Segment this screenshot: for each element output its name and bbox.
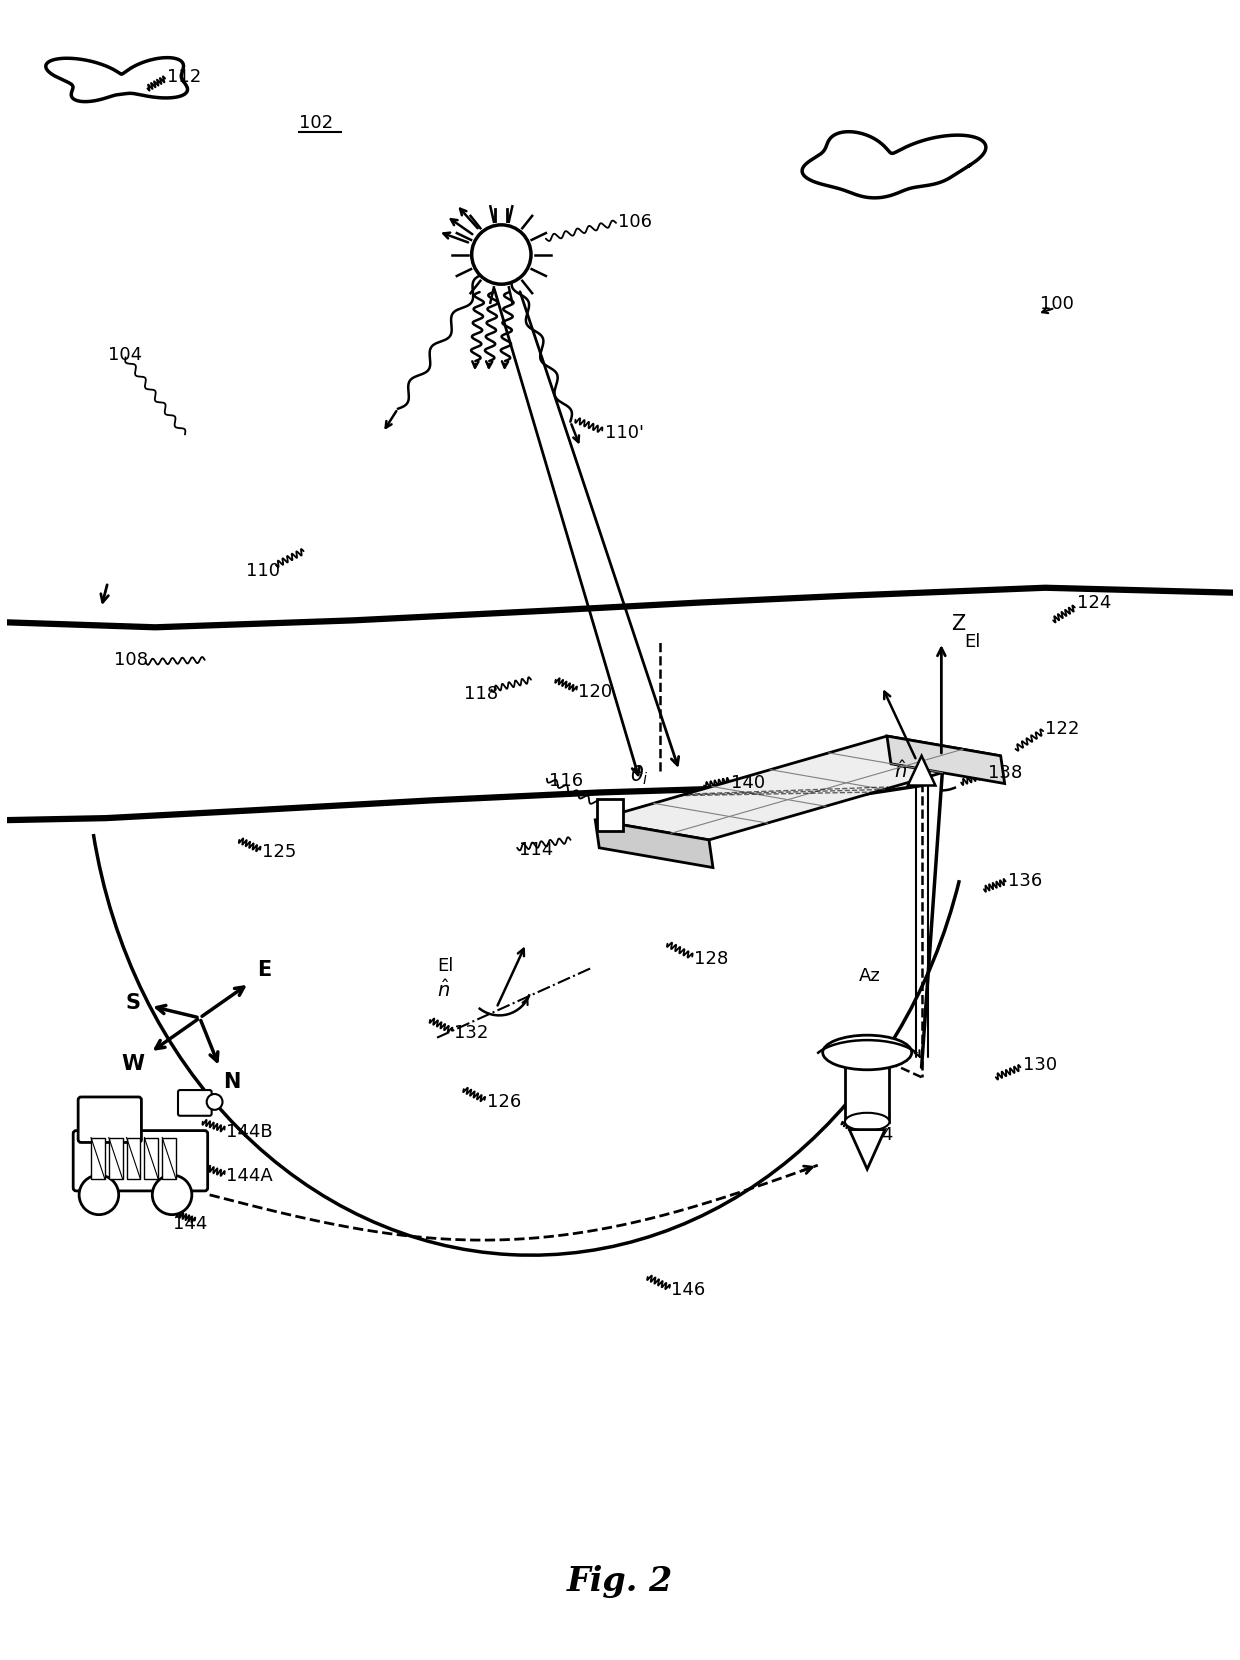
Text: 130: 130: [1023, 1056, 1058, 1074]
FancyBboxPatch shape: [598, 800, 622, 832]
Text: 144A: 144A: [227, 1167, 273, 1185]
Text: 140: 140: [730, 774, 765, 792]
Text: Az: Az: [859, 968, 882, 986]
Text: Fig. 2: Fig. 2: [567, 1565, 673, 1599]
Text: $\hat{n}$: $\hat{n}$: [436, 979, 450, 1001]
FancyBboxPatch shape: [144, 1137, 159, 1179]
FancyBboxPatch shape: [91, 1137, 105, 1179]
Text: 132: 132: [454, 1024, 489, 1042]
FancyBboxPatch shape: [109, 1137, 123, 1179]
Text: S: S: [125, 993, 140, 1013]
Text: 142: 142: [88, 1119, 123, 1137]
Text: 102: 102: [299, 115, 332, 133]
Text: 144B: 144B: [227, 1122, 273, 1140]
Text: E: E: [257, 961, 272, 981]
FancyBboxPatch shape: [179, 1091, 212, 1116]
FancyBboxPatch shape: [844, 1067, 889, 1122]
Text: 144: 144: [174, 1215, 207, 1232]
FancyBboxPatch shape: [126, 1137, 140, 1179]
Text: 114: 114: [520, 840, 553, 858]
Text: 138: 138: [988, 764, 1022, 782]
Text: Z: Z: [951, 614, 966, 634]
Text: 136: 136: [1008, 873, 1042, 890]
Text: $\theta_i$: $\theta_i$: [630, 764, 649, 787]
Text: $\hat{n}$: $\hat{n}$: [894, 760, 906, 782]
Text: 110': 110': [605, 423, 644, 442]
Text: 100: 100: [1040, 295, 1074, 314]
Ellipse shape: [844, 1112, 889, 1130]
Text: 124: 124: [1076, 594, 1111, 611]
Text: 134: 134: [859, 1125, 894, 1144]
Circle shape: [79, 1175, 119, 1215]
Text: 125: 125: [262, 843, 296, 862]
FancyBboxPatch shape: [78, 1097, 141, 1142]
FancyBboxPatch shape: [73, 1130, 207, 1190]
Polygon shape: [595, 820, 713, 868]
Text: 110: 110: [247, 563, 280, 579]
Circle shape: [153, 1175, 192, 1215]
Text: 104: 104: [108, 347, 141, 365]
Text: 106: 106: [618, 212, 652, 231]
Text: 116: 116: [549, 772, 583, 790]
FancyBboxPatch shape: [162, 1137, 176, 1179]
Polygon shape: [908, 755, 935, 785]
Text: 118: 118: [464, 684, 498, 702]
Text: El: El: [436, 958, 454, 976]
Text: 108: 108: [114, 651, 148, 669]
Text: 122: 122: [1045, 720, 1080, 739]
Polygon shape: [849, 1129, 885, 1169]
Polygon shape: [887, 735, 1004, 784]
Circle shape: [207, 1094, 222, 1111]
Ellipse shape: [822, 1036, 911, 1069]
Polygon shape: [595, 735, 1001, 840]
Text: 112: 112: [167, 68, 201, 86]
Text: 126: 126: [486, 1092, 521, 1111]
Text: N: N: [223, 1072, 241, 1092]
Text: W: W: [122, 1054, 144, 1074]
Text: 120: 120: [579, 682, 613, 701]
Text: El: El: [965, 632, 981, 651]
Text: 146: 146: [671, 1282, 706, 1298]
Circle shape: [471, 224, 531, 284]
Text: 128: 128: [694, 950, 728, 968]
